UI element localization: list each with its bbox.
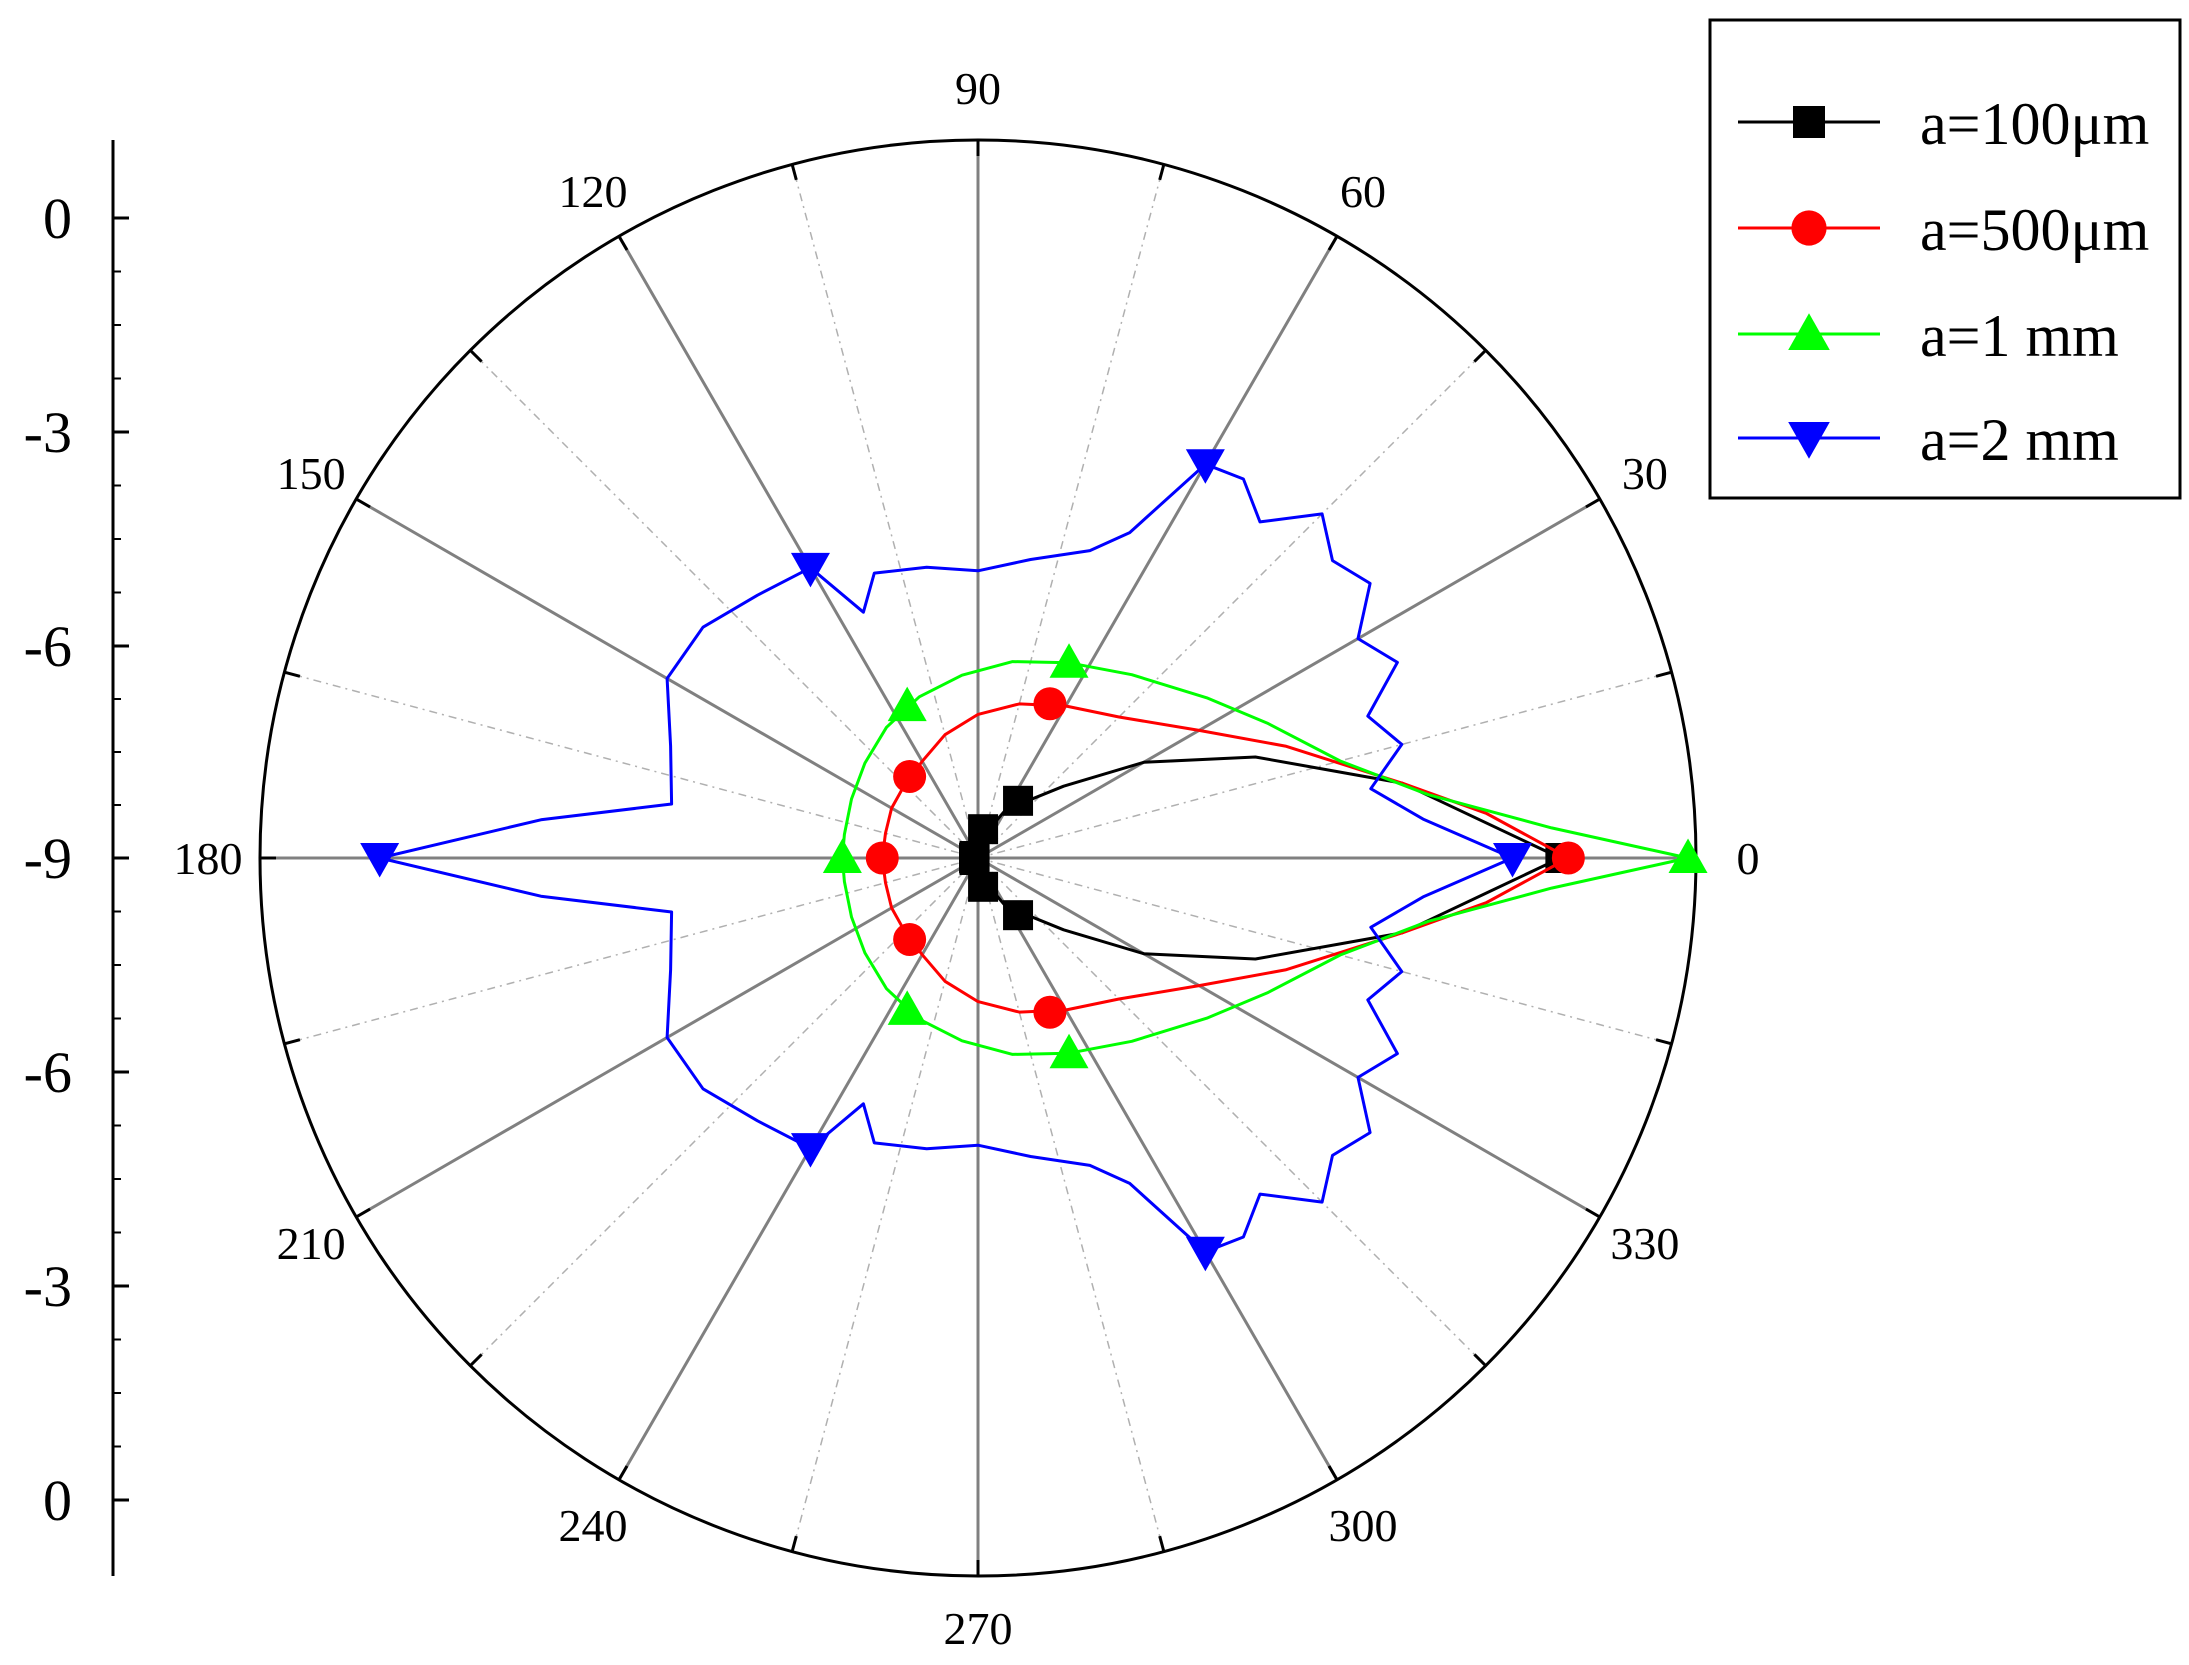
perimeter-tick — [1585, 1207, 1601, 1219]
angle-label-120: 120 — [559, 166, 628, 217]
legend-label: a=1 mm — [1920, 303, 2119, 369]
perimeter-tick — [284, 1038, 301, 1046]
perimeter-tick — [1158, 164, 1166, 181]
angle-label-210: 210 — [277, 1218, 346, 1269]
angle-label-180: 180 — [174, 833, 243, 884]
marker-triangle-up — [887, 990, 927, 1025]
perimeter-tick — [355, 1207, 371, 1219]
angle-label-150: 150 — [277, 448, 346, 499]
marker-triangle-down — [360, 843, 400, 878]
legend-item: a=500μm — [1738, 197, 2149, 263]
marker-circle — [1033, 995, 1067, 1029]
spoke-major — [617, 235, 980, 859]
marker-triangle-down — [1788, 422, 1830, 459]
marker-circle — [1551, 841, 1585, 875]
angle-label-270: 270 — [944, 1603, 1013, 1654]
radial-tick-label: -6 — [24, 1040, 72, 1105]
spoke-minor — [284, 671, 979, 859]
perimeter-tick — [617, 235, 629, 251]
series-4 — [360, 449, 1533, 1272]
marker-triangle-down — [1185, 1236, 1225, 1272]
marker-triangle-down — [790, 1133, 830, 1168]
marker-square — [968, 814, 999, 845]
marker-triangle-up — [822, 838, 862, 873]
perimeter-tick — [617, 1465, 629, 1481]
spoke-minor — [977, 349, 1487, 859]
legend-item: a=2 mm — [1738, 407, 2119, 473]
spoke-minor — [284, 857, 979, 1045]
marker-circle — [1033, 687, 1067, 721]
angle-label-90: 90 — [955, 63, 1001, 114]
marker-circle — [865, 841, 899, 875]
angle-label-300: 300 — [1329, 1500, 1398, 1551]
perimeter-tick — [1473, 349, 1487, 363]
spoke-minor — [791, 164, 979, 859]
perimeter-tick — [469, 349, 483, 363]
radial-tick-label: -3 — [24, 400, 72, 465]
series-2 — [865, 687, 1585, 1029]
marker-square — [1003, 900, 1034, 931]
spoke-major — [976, 235, 1339, 859]
series-1 — [959, 755, 1576, 961]
marker-square — [959, 844, 990, 875]
marker-square — [1003, 785, 1034, 816]
perimeter-tick — [790, 1535, 798, 1552]
radial-tick-label: 0 — [43, 186, 72, 251]
spoke-minor — [977, 164, 1165, 859]
radial-tick-label: 0 — [43, 1468, 72, 1533]
radial-tick-label: -3 — [24, 1254, 72, 1319]
perimeter-tick — [790, 164, 798, 181]
spoke-major — [617, 857, 980, 1481]
marker-triangle-down — [1185, 449, 1225, 484]
marker-triangle-up — [1788, 313, 1830, 350]
spoke-major — [977, 497, 1601, 860]
angle-label-0: 0 — [1737, 833, 1760, 884]
perimeter-tick — [1655, 1038, 1672, 1046]
radial-axis: 0 -3 -6 -9 -6 -3 0 — [24, 140, 129, 1576]
marker-triangle-down — [1493, 843, 1533, 878]
legend-item: a=1 mm — [1738, 303, 2119, 369]
angle-labels: 0 30 60 90 120 150 180 210 240 270 300 330 — [174, 63, 1760, 1654]
legend-item: a=100μm — [1738, 91, 2149, 157]
radial-tick-label: -9 — [24, 826, 72, 891]
perimeter-tick — [1473, 1353, 1487, 1367]
spoke-minor — [791, 857, 979, 1552]
radial-tick-label: -6 — [24, 614, 72, 679]
perimeter-tick — [1158, 1535, 1166, 1552]
marker-triangle-down — [790, 552, 830, 588]
legend-label: a=2 mm — [1920, 407, 2119, 473]
spoke-minor — [977, 857, 1487, 1367]
marker-circle — [893, 922, 927, 956]
legend: a=100μm a=500μm a=1 mm a=2 mm — [1708, 18, 2182, 500]
spoke-major — [976, 857, 1339, 1481]
angle-label-240: 240 — [559, 1500, 628, 1551]
marker-triangle-up — [887, 686, 927, 722]
perimeter-tick — [1327, 1465, 1339, 1481]
angle-label-30: 30 — [1622, 448, 1668, 499]
spoke-minor — [977, 857, 1165, 1552]
marker-square — [1793, 106, 1825, 138]
marker-triangle-up — [1049, 1033, 1089, 1069]
marker-square — [968, 871, 999, 902]
legend-box — [1708, 18, 2182, 500]
series-layer — [360, 449, 1708, 1272]
legend-label: a=500μm — [1920, 197, 2149, 263]
perimeter-tick — [1655, 670, 1672, 678]
marker-circle — [893, 760, 927, 794]
marker-triangle-up — [1668, 838, 1708, 873]
perimeter-tick — [284, 670, 301, 678]
marker-triangle-up — [1049, 643, 1089, 678]
perimeter-tick — [355, 497, 371, 509]
perimeter-tick — [1585, 497, 1601, 509]
angle-label-60: 60 — [1340, 166, 1386, 217]
legend-label: a=100μm — [1920, 91, 2149, 157]
marker-circle — [1791, 210, 1827, 246]
series-3 — [822, 643, 1708, 1069]
perimeter-tick — [1327, 235, 1339, 251]
perimeter-tick — [469, 1353, 483, 1367]
spoke-major — [977, 856, 1601, 1219]
angle-label-330: 330 — [1610, 1218, 1679, 1269]
